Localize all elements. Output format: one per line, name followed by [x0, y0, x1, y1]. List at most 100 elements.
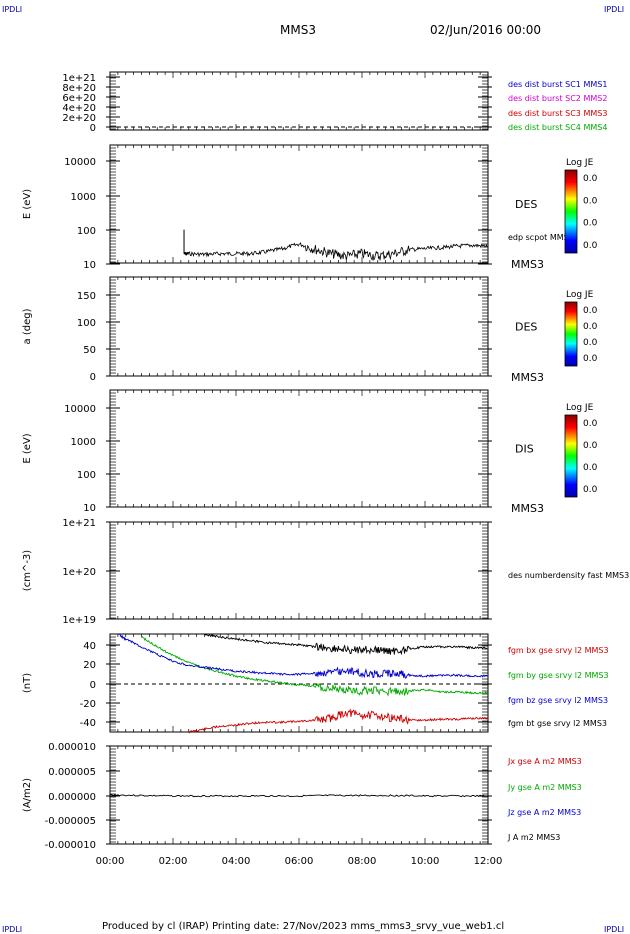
x-tick-label: 06:00 — [285, 856, 314, 867]
datetime-title: 02/Jun/2016 00:00 — [430, 23, 541, 37]
panel-frame-dis-energy — [109, 389, 489, 508]
colorbar-value: 0.0 — [583, 441, 598, 451]
legend-entry: des dist burst SC1 MMS1 — [508, 80, 607, 89]
legend-entry: des dist burst SC3 MMS3 — [508, 109, 607, 118]
spacecraft-title: MMS3 — [280, 23, 316, 37]
x-tick-label: 12:00 — [474, 856, 503, 867]
instrument-tag-des-pitch: DES — [515, 321, 537, 334]
y-tick-label: 10000 — [64, 157, 96, 168]
footer-credits: Produced by cl (IRAP) Printing date: 27/… — [102, 921, 504, 932]
legend-entry: des numberdensity fast MMS3 — [508, 571, 629, 580]
spacecraft-tag-des-energy: MMS3 — [511, 258, 544, 271]
panel-frame-density — [109, 521, 489, 620]
y-tick-label: 4e+20 — [62, 103, 96, 114]
y-tick-label: 1e+19 — [62, 615, 96, 626]
y-tick-label: 20 — [83, 660, 96, 671]
legend-entry: Jx gse A m2 MMS3 — [507, 757, 582, 766]
x-tick-label: 02:00 — [159, 856, 188, 867]
colorbar-value: 0.0 — [583, 419, 598, 429]
y-tick-label: 1e+21 — [62, 73, 96, 84]
y-tick-label: 1000 — [71, 192, 96, 203]
series-by-line — [141, 635, 488, 697]
colorbar — [564, 169, 578, 254]
x-tick-label: 04:00 — [222, 856, 251, 867]
y-tick-label: -20 — [80, 699, 96, 710]
corner-label-top-right: IPDLI — [604, 5, 624, 14]
legend-entry: des dist burst SC4 MMS4 — [508, 123, 607, 132]
panel-frame-bfield — [109, 633, 489, 733]
colorbar-value: 0.0 — [583, 306, 598, 316]
series-bz-line — [119, 633, 488, 679]
legend-entry: fgm by gse srvy l2 MMS3 — [508, 671, 609, 680]
colorbar-value: 0.0 — [583, 485, 598, 495]
legend-entry: fgm bz gse srvy l2 MMS3 — [508, 696, 608, 705]
legend-entry: des dist burst SC2 MMS2 — [508, 94, 607, 103]
y-tick-label: 40 — [83, 641, 96, 652]
instrument-tag-des-energy: DES — [515, 198, 537, 211]
colorbar-value: 0.0 — [583, 241, 598, 251]
y-axis-label-current: (A/m2) — [22, 778, 33, 812]
colorbar — [564, 414, 578, 498]
y-tick-label: 100 — [77, 470, 96, 481]
legend-entry: Jz gse A m2 MMS3 — [507, 808, 581, 817]
y-tick-label: 10000 — [64, 404, 96, 415]
legend-entry: J A m2 MMS3 — [507, 833, 560, 842]
y-tick-label: 100 — [77, 226, 96, 237]
y-tick-label: 0 — [90, 680, 96, 691]
y-axis-label-bfield: (nT) — [22, 673, 33, 693]
y-tick-label: 6e+20 — [62, 93, 96, 104]
colorbar-value: 0.0 — [583, 219, 598, 229]
y-tick-label: 10 — [83, 503, 96, 514]
y-tick-label: 150 — [77, 291, 96, 302]
y-axis-label-dis-energy: E (eV) — [22, 433, 33, 463]
colorbar — [564, 301, 578, 367]
instrument-tag-dis-energy: DIS — [515, 443, 534, 456]
colorbar-value: 0.0 — [583, 322, 598, 332]
x-tick-label: 08:00 — [348, 856, 377, 867]
x-tick-label: 10:00 — [411, 856, 440, 867]
y-axis-label-density: (cm^-3) — [22, 550, 33, 591]
y-tick-label: 0 — [90, 372, 96, 383]
colorbar-value: 0.0 — [583, 354, 598, 364]
series-bt-line — [204, 634, 488, 656]
y-tick-label: 10 — [83, 260, 96, 271]
series-bx-line — [188, 708, 488, 734]
series-scpot-line — [183, 242, 488, 262]
corner-label-top-left: IPDLI — [2, 5, 22, 14]
panel-frame-current — [109, 745, 489, 845]
y-tick-label: -0.000005 — [45, 816, 96, 827]
corner-label-bottom-right: IPDLI — [604, 925, 624, 934]
y-tick-label: 0.000010 — [48, 742, 96, 753]
y-tick-label: 0.000005 — [48, 767, 96, 778]
panel-frame-des-pitch — [109, 276, 489, 377]
colorbar-value: 0.0 — [583, 196, 598, 206]
y-tick-label: -0.000010 — [45, 840, 96, 851]
y-axis-label-des-pitch: a (deg) — [22, 308, 33, 344]
y-tick-label: 1000 — [71, 437, 96, 448]
y-tick-label: 2e+20 — [62, 113, 96, 124]
y-tick-label: 0 — [90, 123, 96, 134]
legend-entry: edp scpot MMS3 — [508, 233, 574, 242]
y-tick-label: 100 — [77, 318, 96, 329]
colorbar-value: 0.0 — [583, 463, 598, 473]
y-tick-label: 50 — [83, 345, 96, 356]
legend-entry: fgm bt gse srvy l2 MMS3 — [508, 719, 607, 728]
colorbar-value: 0.0 — [583, 338, 598, 348]
panel-frame-des-energy — [109, 144, 489, 264]
legend-entry: fgm bx gse srvy l2 MMS3 — [508, 646, 609, 655]
legend-entry: Jy gse A m2 MMS3 — [507, 783, 582, 792]
panel-frame-burst — [109, 71, 489, 131]
spacecraft-tag-dis-energy: MMS3 — [511, 502, 544, 515]
colorbar-title: Log JE — [566, 158, 594, 168]
y-tick-label: 8e+20 — [62, 83, 96, 94]
colorbar-title: Log JE — [566, 403, 594, 413]
y-tick-label: 1e+20 — [62, 567, 96, 578]
colorbar-title: Log JE — [566, 290, 594, 300]
colorbar-value: 0.0 — [583, 174, 598, 184]
y-tick-label: 0.000000 — [48, 792, 96, 803]
corner-label-bottom-left: IPDLI — [2, 925, 22, 934]
x-tick-label: 00:00 — [96, 856, 125, 867]
y-tick-label: 1e+21 — [62, 518, 96, 529]
